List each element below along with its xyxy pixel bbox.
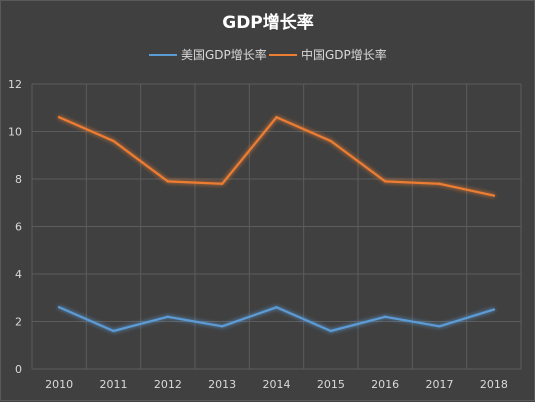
- x-tick-label: 2015: [317, 378, 345, 391]
- data-point: [112, 329, 115, 333]
- x-tick-label: 2011: [100, 378, 128, 391]
- x-tick-label: 2014: [263, 378, 291, 391]
- series-lines: [57, 116, 496, 333]
- data-point: [383, 180, 387, 183]
- x-tick-label: 2016: [371, 378, 399, 391]
- legend-label-us: 美国GDP增长率: [181, 47, 267, 62]
- data-point: [220, 325, 224, 328]
- data-point: [166, 180, 170, 183]
- chart-title: GDP增长率: [222, 12, 314, 33]
- data-point: [166, 315, 170, 318]
- x-tick-label: 2012: [154, 378, 182, 391]
- data-point: [383, 315, 387, 318]
- x-tick-label: 2013: [208, 378, 236, 391]
- x-tick-label: 2018: [480, 378, 508, 391]
- data-point: [112, 139, 115, 143]
- x-tick-label: 2010: [45, 378, 73, 391]
- plot-area-grid: [31, 83, 522, 370]
- data-point: [275, 116, 278, 119]
- y-tick-label: 2: [15, 316, 22, 329]
- x-axis-ticks: 2010 2011 2012 2013 2014 2015 2016 2017 2018: [45, 378, 508, 391]
- data-point: [438, 182, 441, 185]
- x-tick-label: 2017: [426, 378, 454, 391]
- y-tick-label: 8: [15, 173, 22, 186]
- y-tick-label: 12: [8, 78, 22, 91]
- data-point: [275, 306, 278, 309]
- data-point: [329, 139, 333, 143]
- y-axis-ticks: 0 2 4 6 8 10 12: [8, 78, 22, 376]
- data-point: [57, 306, 61, 309]
- legend-label-china: 中国GDP增长率: [301, 47, 387, 62]
- data-point: [57, 116, 61, 119]
- data-point: [220, 182, 224, 185]
- data-point: [492, 194, 496, 197]
- data-point: [329, 329, 333, 333]
- series-line-china: [58, 116, 495, 197]
- data-point: [492, 308, 496, 311]
- data-point: [438, 325, 441, 328]
- series-line-us: [58, 306, 495, 333]
- y-tick-label: 4: [15, 268, 22, 281]
- y-tick-label: 6: [15, 221, 22, 234]
- y-tick-label: 10: [8, 126, 22, 139]
- y-tick-label: 0: [15, 363, 22, 376]
- legend: 美国GDP增长率 中国GDP增长率: [149, 47, 387, 62]
